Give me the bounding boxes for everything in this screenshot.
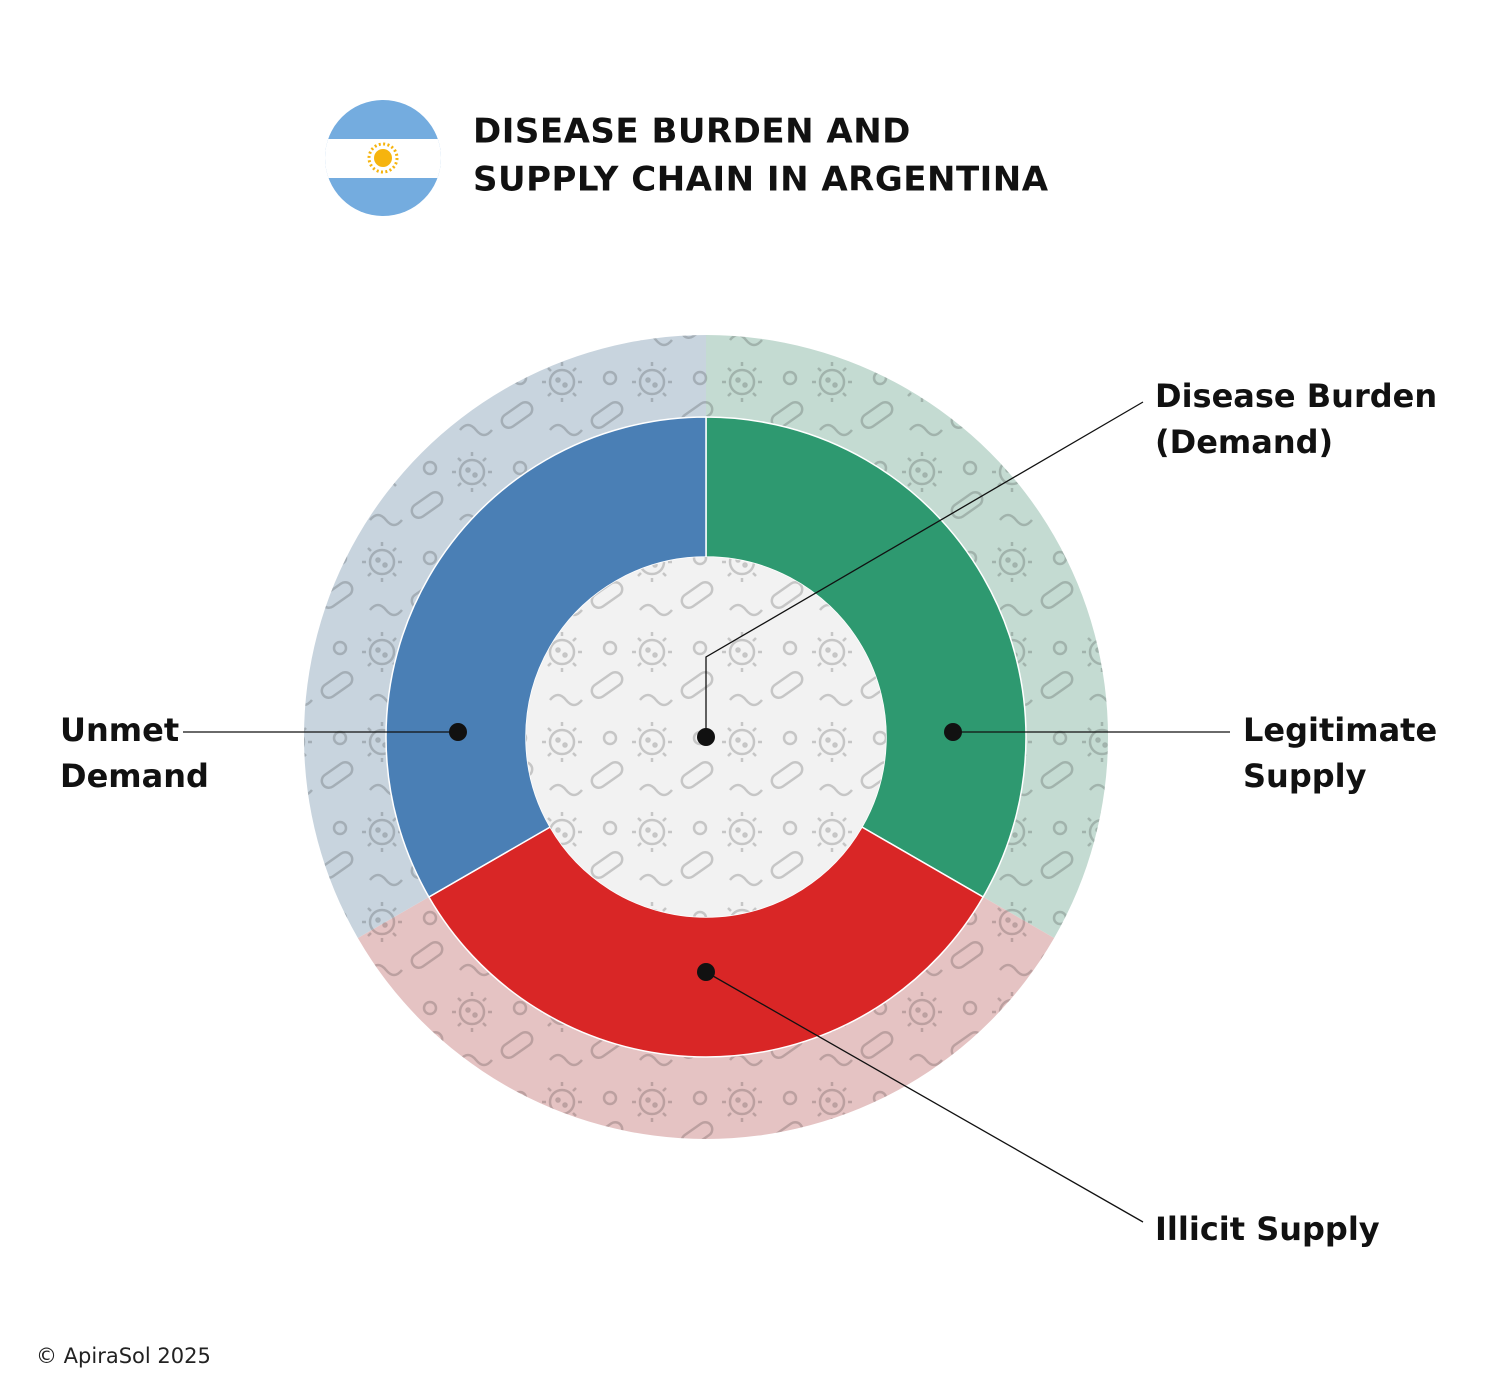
footer: © ApiraSol 2025 (36, 1344, 211, 1368)
label: (Demand) (1155, 423, 1333, 461)
dot (697, 728, 715, 746)
title: DISEASE BURDEN AND (473, 112, 911, 152)
leader-line (705, 401, 1144, 737)
outer-texture (304, 335, 706, 938)
label: Demand (60, 757, 209, 795)
flag (325, 100, 441, 216)
leader-line (705, 971, 1144, 1223)
label: Illicit Supply (1155, 1210, 1380, 1248)
dot (944, 723, 962, 741)
label: Supply (1243, 757, 1367, 795)
leaders (183, 401, 1230, 1223)
dot (449, 723, 467, 741)
title: SUPPLY CHAIN IN ARGENTINA (473, 160, 1049, 200)
dot (697, 963, 715, 981)
outer-texture (357, 897, 1055, 1139)
label: Disease Burden (1155, 377, 1437, 415)
label: Unmet (60, 711, 179, 749)
outer-texture (706, 335, 1108, 938)
label: Legitimate (1243, 711, 1437, 749)
